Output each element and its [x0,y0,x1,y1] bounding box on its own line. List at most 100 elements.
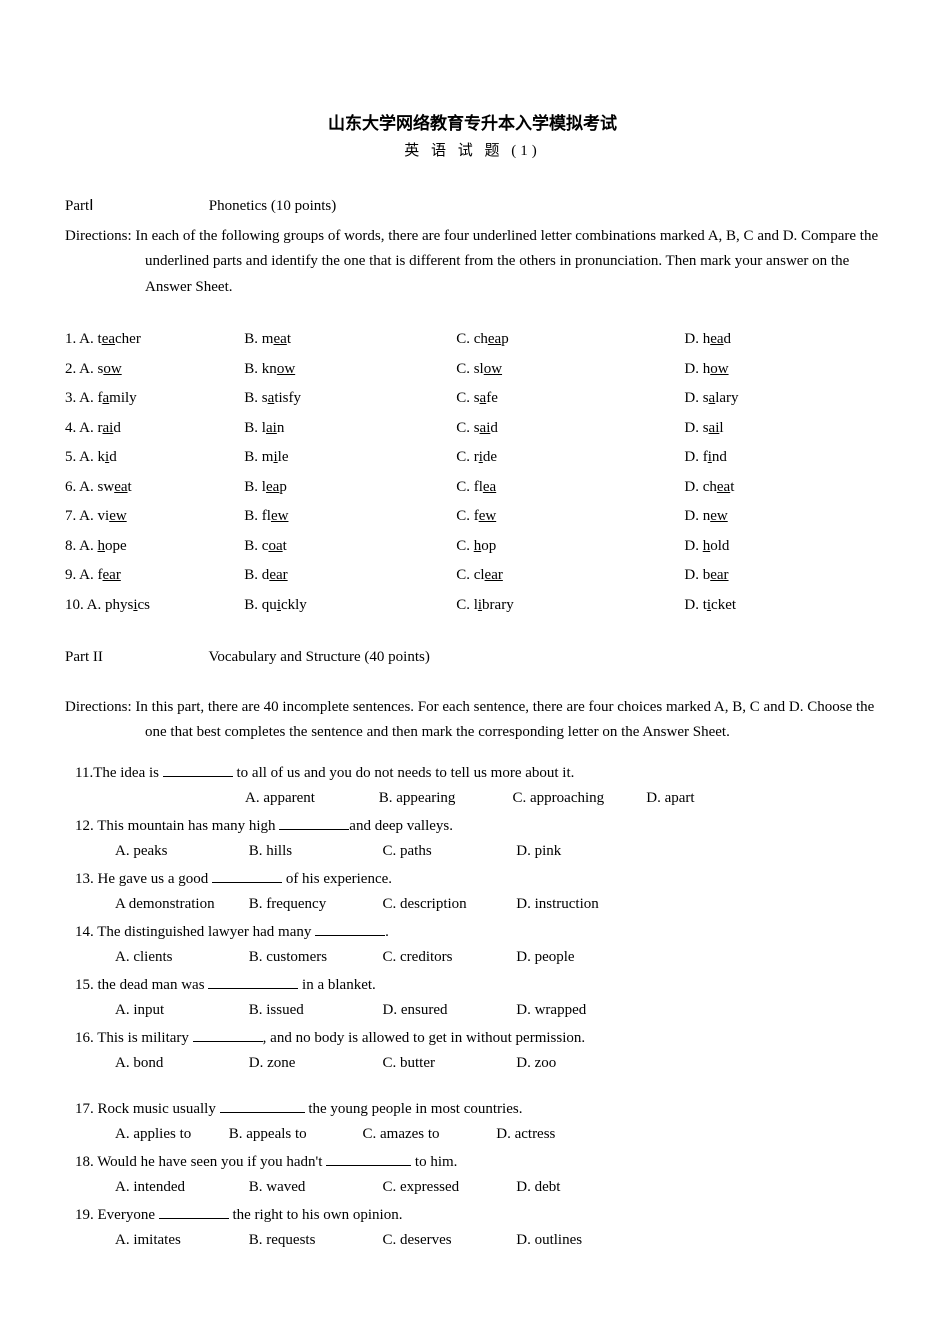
q13-c: C. description [383,892,513,918]
q15: 15. the dead man was in a blanket. [65,973,880,999]
underlined-part: ow [103,361,121,377]
underlined-part: i [708,449,712,465]
phonetics-cell: 5. A. kid [65,443,244,473]
q19-c: C. deserves [383,1228,513,1254]
blank [212,882,282,883]
phonetics-cell: D. salary [684,384,880,414]
underlined-part: i [277,597,281,613]
underlined-part: ear [103,567,121,583]
blank [159,1218,229,1219]
q15-post: in a blanket. [298,977,375,993]
q13: 13. He gave us a good of his experience. [65,867,880,893]
q17-b: B. appeals to [229,1122,359,1148]
q13-post: of his experience. [282,871,392,887]
q16-post: , and no body is allowed to get in witho… [263,1030,585,1046]
q14-a: A. clients [115,945,245,971]
q14-post: . [385,924,389,940]
q15-a: A. input [115,998,245,1024]
underlined-part: a [103,390,110,406]
q18-post: to him. [411,1154,457,1170]
phonetics-cell: C. hop [456,532,684,562]
underlined-part: ea [114,479,127,495]
phonetics-cell: D. sail [684,414,880,444]
q12-c: C. paths [383,839,513,865]
phonetics-cell: B. coat [244,532,456,562]
q13-a: A demonstration [115,892,245,918]
underlined-part: i [479,449,483,465]
underlined-part: ew [479,508,497,524]
q17-c: C. amazes to [363,1122,493,1148]
q12-a: A. peaks [115,839,245,865]
underlined-part: ow [710,361,728,377]
blank [220,1112,305,1113]
q13-b: B. frequency [249,892,379,918]
q17-d: D. actress [496,1122,626,1148]
q11-b: B. appearing [379,786,509,812]
part1-label: PartⅠ [65,194,205,220]
underlined-part: ew [109,508,127,524]
q13-choices: A demonstration B. frequency C. descript… [65,892,880,918]
q18-choices: A. intended B. waved C. expressed D. deb… [65,1175,880,1201]
underlined-part: ea [710,331,723,347]
phonetics-cell: B. flew [244,502,456,532]
underlined-part: i [133,597,137,613]
q19: 19. Everyone the right to his own opinio… [65,1203,880,1229]
phonetics-row: 9. A. fearB. dearC. clearD. bear [65,561,880,591]
q11-post: to all of us and you do not needs to tel… [233,765,575,781]
phonetics-cell: C. flea [456,473,684,503]
blank [315,935,385,936]
q17-pre: 17. Rock music usually [75,1101,220,1117]
phonetics-cell: C. library [456,591,684,621]
q19-pre: 19. Everyone [75,1207,159,1223]
q13-d: D. instruction [516,892,646,918]
q12: 12. This mountain has many high and deep… [65,814,880,840]
exam-subtitle: 英 语 试 题 (1) [65,139,880,165]
phonetics-cell: B. leap [244,473,456,503]
blank [208,988,298,989]
phonetics-cell: D. hold [684,532,880,562]
q14-pre: 14. The distinguished lawyer had many [75,924,315,940]
part2-header: Part II Vocabulary and Structure (40 poi… [65,645,880,671]
phonetics-cell: D. cheat [684,473,880,503]
phonetics-row: 2. A. sowB. knowC. slowD. how [65,355,880,385]
underlined-part: ai [480,420,491,436]
q14-choices: A. clients B. customers C. creditors D. … [65,945,880,971]
q14-d: D. people [516,945,646,971]
q18-d: D. debt [516,1175,646,1201]
phonetics-cell: 1. A. teacher [65,325,244,355]
phonetics-cell: B. satisfy [244,384,456,414]
underlined-part: ear [269,567,287,583]
phonetics-cell: 10. A. physics [65,591,244,621]
phonetics-row: 5. A. kidB. mileC. rideD. find [65,443,880,473]
q17-post: the young people in most countries. [305,1101,523,1117]
phonetics-cell: B. know [244,355,456,385]
phonetics-row: 4. A. raidB. lainC. saidD. sail [65,414,880,444]
phonetics-cell: 7. A. view [65,502,244,532]
q16-c: C. butter [383,1051,513,1077]
q19-b: B. requests [249,1228,379,1254]
phonetics-cell: D. find [684,443,880,473]
q19-choices: A. imitates B. requests C. deserves D. o… [65,1228,880,1254]
q17-a: A. applies to [115,1122,225,1148]
q12-b: B. hills [249,839,379,865]
directions-text: Directions: In each of the following gro… [65,224,880,301]
underlined-part: a [480,390,487,406]
q18-b: B. waved [249,1175,379,1201]
phonetics-cell: B. dear [244,561,456,591]
blank [279,829,349,830]
phonetics-cell: C. few [456,502,684,532]
q17-choices: A. applies to B. appeals to C. amazes to… [65,1122,880,1148]
blank [326,1165,411,1166]
q11-a: A. apparent [245,786,375,812]
phonetics-row: 7. A. viewB. flewC. fewD. new [65,502,880,532]
underlined-part: ea [266,479,279,495]
phonetics-table: 1. A. teacherB. meatC. cheapD. head2. A.… [65,325,880,620]
phonetics-cell: 4. A. raid [65,414,244,444]
q15-pre: 15. the dead man was [75,977,208,993]
part2-name: Vocabulary and Structure (40 points) [208,649,429,665]
underlined-part: ear [485,567,503,583]
q16-pre: 16. This is military [75,1030,193,1046]
underlined-part: oa [268,538,282,554]
q14-c: C. creditors [383,945,513,971]
exam-title: 山东大学网络教育专升本入学模拟考试 [65,110,880,139]
